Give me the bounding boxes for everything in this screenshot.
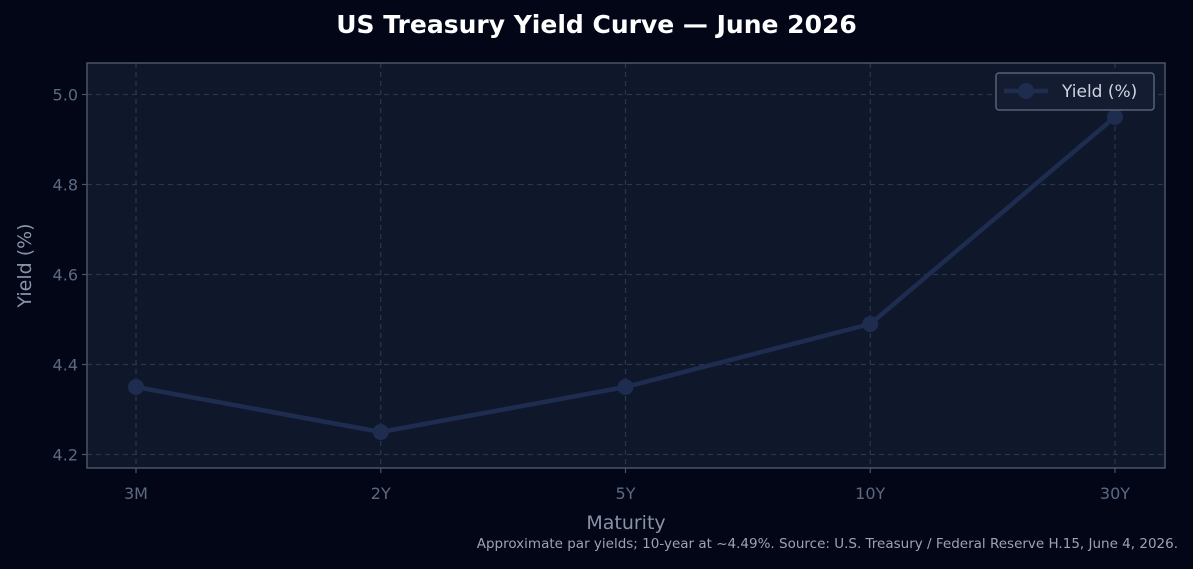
- data-point-10y: [862, 316, 879, 332]
- grid-lines: [87, 63, 1165, 468]
- x-tick-label-5y: 5Y: [616, 484, 636, 503]
- legend-box: [995, 72, 1155, 111]
- y-tick-label: 4.8: [53, 176, 78, 195]
- y-tick-label: 5.0: [53, 86, 78, 105]
- data-point-30y: [1107, 109, 1123, 125]
- x-axis-label: Maturity: [586, 512, 665, 534]
- data-point-5y: [617, 379, 634, 395]
- y-tick-label: 4.2: [53, 446, 78, 465]
- x-tick-labels: 3M 2Y 5Y 10Y 30Y: [124, 468, 1130, 503]
- x-tick-label-3m: 3M: [124, 484, 148, 503]
- legend-entry-label: Yield (%): [1061, 82, 1137, 102]
- y-tick-labels: 4.2 4.4 4.6 4.8 5.0: [53, 86, 87, 465]
- series-layer: [128, 109, 1123, 440]
- y-axis-label: Yield (%): [14, 223, 36, 308]
- x-tick-label-2y: 2Y: [371, 484, 391, 503]
- data-point-3m: [128, 379, 144, 395]
- y-tick-label: 4.6: [53, 266, 78, 285]
- legend: Yield (%): [995, 72, 1155, 111]
- x-tick-label-10y: 10Y: [855, 484, 885, 503]
- footnote: Approximate par yields; 10-year at ~4.49…: [476, 536, 1178, 552]
- chart-title: US Treasury Yield Curve — June 2026: [336, 10, 857, 39]
- data-point-2y: [372, 424, 389, 440]
- y-tick-label: 4.4: [53, 356, 78, 375]
- x-tick-label-30y: 30Y: [1100, 484, 1130, 503]
- legend-marker-swatch: [1018, 83, 1034, 99]
